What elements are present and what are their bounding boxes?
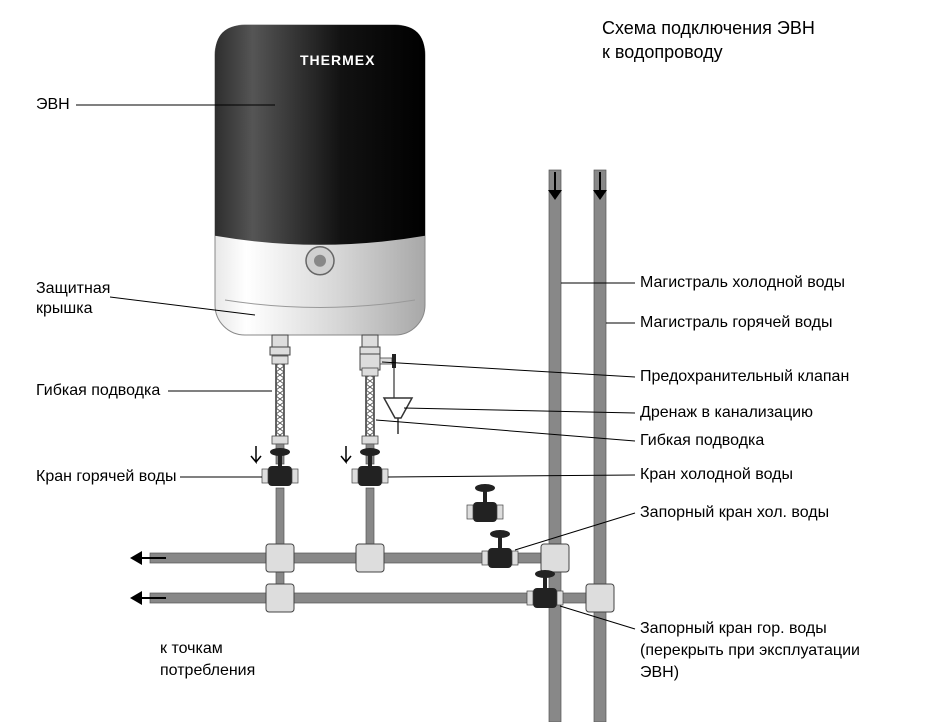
label-hot-tap: Кран горячей воды	[36, 468, 176, 486]
label-cold-tap: Кран холодной воды	[640, 466, 793, 484]
label-cover-l2: крышка	[36, 300, 92, 318]
label-evh: ЭВН	[36, 96, 70, 114]
title-line1: Схема подключения ЭВН	[602, 18, 815, 39]
label-hot-main: Магистраль горячей воды	[640, 314, 833, 332]
label-shutoff-hot-l1: Запорный кран гор. воды	[640, 620, 827, 638]
valve-body	[533, 588, 557, 608]
label-shutoff-hot-l3: ЭВН)	[640, 664, 679, 682]
label-to-points-l2: потребления	[160, 662, 255, 680]
title-line2: к водопроводу	[602, 42, 723, 63]
valve-body	[358, 466, 382, 486]
label-safety-valve: Предохранительный клапан	[640, 368, 849, 386]
label-cover-l1: Защитная	[36, 280, 110, 298]
label-shutoff-hot-l2: (перекрыть при эксплуатации	[640, 642, 860, 660]
brand-logo: THERMEX	[300, 52, 375, 68]
valve-body	[473, 502, 497, 522]
label-drain: Дренаж в канализацию	[640, 404, 813, 422]
label-cold-main: Магистраль холодной воды	[640, 274, 845, 292]
label-shutoff-cold: Запорный кран хол. воды	[640, 504, 829, 522]
valve-body	[488, 548, 512, 568]
label-flexhose-right: Гибкая подводка	[640, 432, 764, 450]
control-knob-center	[314, 255, 326, 267]
label-flexhose-left: Гибкая подводка	[36, 382, 160, 400]
label-to-points-l1: к точкам	[160, 640, 223, 658]
valve-body	[268, 466, 292, 486]
